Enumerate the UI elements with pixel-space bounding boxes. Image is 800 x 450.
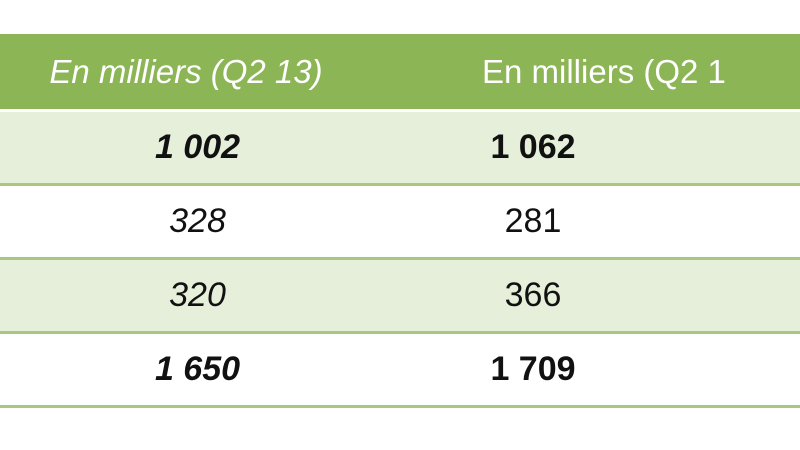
table-cell-q2-14: 366 <box>504 276 562 314</box>
table-cell-q2-13: 1 650 <box>154 350 241 388</box>
table-header-row: En milliers (Q2 13) En milliers (Q2 1 <box>0 34 800 112</box>
column-header-q2-13: En milliers (Q2 13) <box>49 52 323 90</box>
table-cell-q2-13: 320 <box>169 276 226 314</box>
table-row: 1 650 1 709 <box>0 334 800 408</box>
table-cell-q2-14: 1 062 <box>490 128 576 166</box>
table-cell-q2-13: 1 002 <box>154 128 241 166</box>
table-row: 1 002 1 062 <box>0 112 800 186</box>
table-cell-q2-13: 328 <box>169 202 226 240</box>
table-cell-q2-14: 1 709 <box>490 350 576 388</box>
table-row: 320 366 <box>0 260 800 334</box>
table-cell-q2-14: 281 <box>504 202 562 240</box>
data-table: En milliers (Q2 13) En milliers (Q2 1 1 … <box>0 34 800 408</box>
column-header-q2-14: En milliers (Q2 1 <box>482 52 726 90</box>
table-row: 328 281 <box>0 186 800 260</box>
